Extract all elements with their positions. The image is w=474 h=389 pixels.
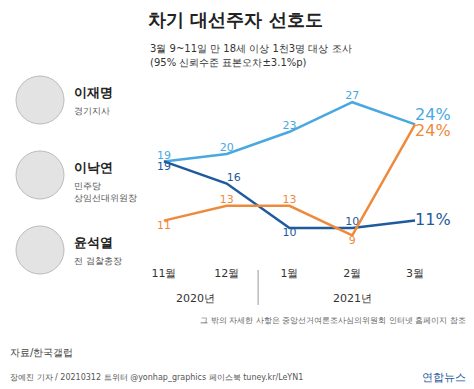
svg-text:27: 27 [345,89,359,102]
svg-text:3월: 3월 [406,267,424,280]
svg-text:11월: 11월 [151,267,176,280]
svg-text:19: 19 [157,160,171,173]
svg-text:11%: 11% [415,210,451,229]
svg-text:13: 13 [283,193,297,206]
svg-text:이낙연: 이낙연 [74,160,113,175]
svg-text:20: 20 [220,141,234,154]
svg-text:전 검찰총장: 전 검찰총장 [74,256,122,266]
svg-text:24%: 24% [415,105,451,124]
svg-text:12월: 12월 [214,267,239,280]
svg-text:19: 19 [157,149,171,162]
svg-text:차기 대선주자 선호도: 차기 대선주자 선호도 [148,9,323,30]
svg-text:11: 11 [157,219,171,232]
svg-text:이재명: 이재명 [74,85,113,100]
svg-text:10: 10 [283,226,297,239]
svg-text:2020년: 2020년 [176,292,215,305]
svg-text:윤석열: 윤석열 [74,235,113,250]
svg-text:장예진 기자 / 20210312 트위터 @yonhap_: 장예진 기자 / 20210312 트위터 @yonhap_graphics 페… [10,373,303,382]
svg-text:2021년: 2021년 [333,292,372,305]
svg-text:연합뉴스: 연합뉴스 [422,371,466,384]
svg-text:23: 23 [283,119,297,132]
svg-text:자료/한국갤럽: 자료/한국갤럽 [10,347,73,358]
svg-text:민주당상임선대위원장: 민주당상임선대위원장 [74,181,137,203]
svg-text:(95% 신뢰수준 표본오차±3.1%p): (95% 신뢰수준 표본오차±3.1%p) [150,57,307,68]
svg-text:경기지사: 경기지사 [74,106,110,116]
svg-text:3월 9~11일 만 18세 이상 1천3명 대상 조사: 3월 9~11일 만 18세 이상 1천3명 대상 조사 [150,43,352,54]
svg-text:13: 13 [220,193,234,206]
svg-text:16: 16 [227,171,241,184]
svg-text:10: 10 [345,215,359,228]
svg-text:2월: 2월 [343,267,361,280]
svg-text:9: 9 [349,234,356,247]
svg-text:1월: 1월 [281,267,299,280]
svg-text:그 밖의 자세한 사항은 중앙선거여론조사심의위원회 인터넷: 그 밖의 자세한 사항은 중앙선거여론조사심의위원회 인터넷 홈페이지 참조 [200,316,466,325]
svg-text:24%: 24% [415,121,451,140]
